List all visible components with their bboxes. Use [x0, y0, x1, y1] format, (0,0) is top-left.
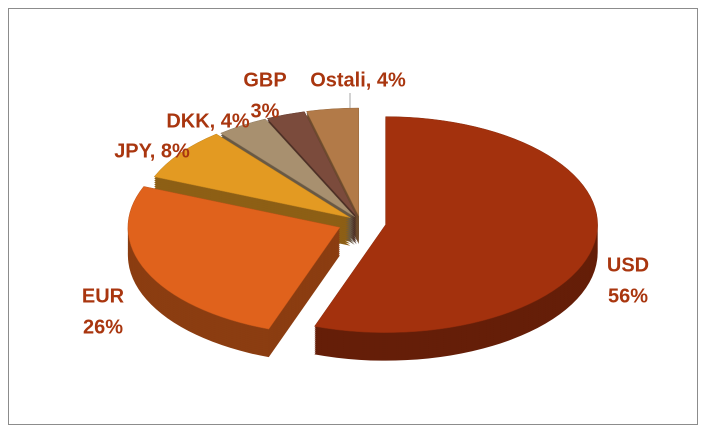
data-label: DKK, 4%: [166, 110, 250, 132]
data-label: GBP: [243, 69, 286, 91]
data-label: JPY, 8%: [114, 140, 190, 162]
slice: [314, 116, 598, 333]
slice-tops: [127, 107, 598, 333]
data-label: 56%: [608, 285, 648, 307]
slice: [220, 118, 355, 218]
slice: [153, 133, 351, 218]
slice: [266, 111, 357, 217]
data-label: 3%: [251, 100, 280, 122]
data-label: EUR: [82, 285, 125, 307]
slice: [306, 107, 360, 217]
data-label: Ostali, 4%: [310, 69, 406, 91]
data-label: USD: [607, 254, 649, 276]
data-label: 26%: [83, 316, 123, 338]
slice: [127, 186, 341, 330]
data-labels: USD 56% EUR 26% JPY, 8% DKK, 4% GBP 3% Ostali, 4…: [82, 69, 649, 338]
